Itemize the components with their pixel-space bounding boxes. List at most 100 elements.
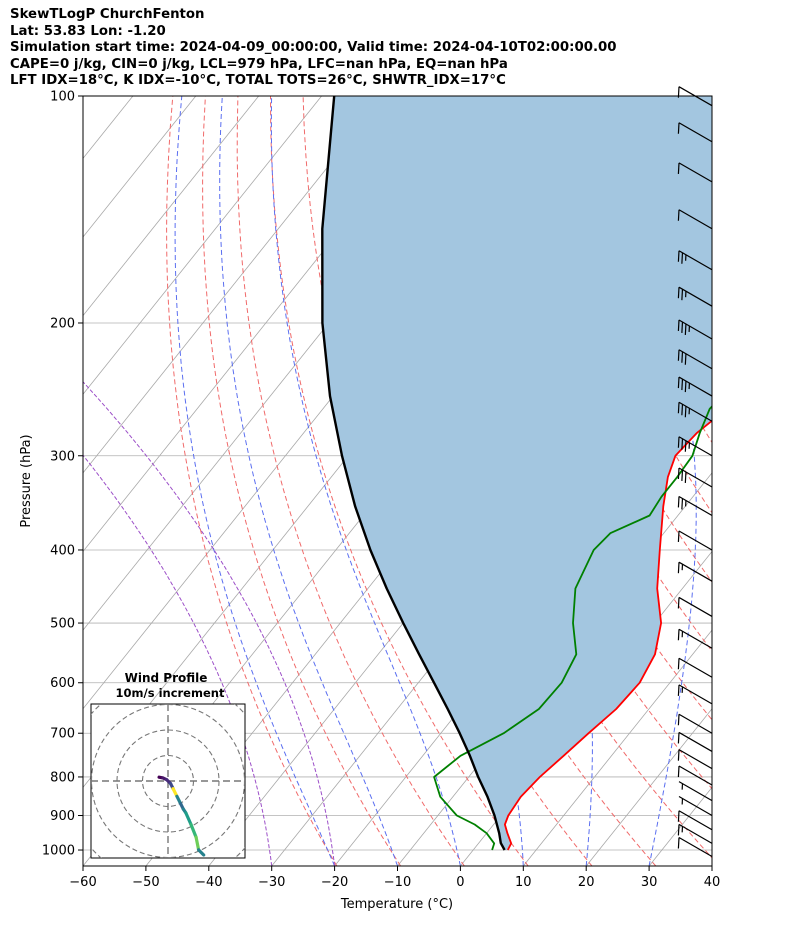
- dry-adiabat: [166, 96, 338, 866]
- isotherm: [0, 96, 7, 866]
- barb-staff: [678, 349, 713, 370]
- wind-barb: [677, 561, 713, 582]
- y-tick-label: 400: [50, 543, 75, 558]
- wind-barb: [677, 713, 713, 734]
- x-tick-label: −30: [258, 875, 285, 890]
- y-tick-label: 700: [50, 727, 75, 742]
- mixing-ratio-line: [83, 381, 336, 866]
- wind-barb: [677, 823, 713, 844]
- chart-title: SkewTLogP ChurchFenton Lat: 53.83 Lon: -…: [10, 7, 617, 90]
- x-axis-label: Temperature (°C): [340, 897, 453, 912]
- barb-staff: [678, 823, 713, 844]
- barb-full: [677, 436, 680, 448]
- x-tick-label: −20: [321, 875, 348, 890]
- isotherm: [775, 96, 794, 866]
- barb-full: [677, 496, 680, 508]
- dry-adiabat: [202, 96, 402, 866]
- wind-barb: [677, 209, 713, 230]
- barb-staff: [678, 209, 713, 230]
- x-tick-label: 10: [515, 875, 532, 890]
- barb-staff: [678, 436, 713, 457]
- barb-full: [681, 379, 684, 391]
- title-line: LFT IDX=18°C, K IDX=-10°C, TOTAL TOTS=26…: [10, 73, 506, 88]
- title-line: CAPE=0 j/kg, CIN=0 j/kg, LCL=979 hPa, LF…: [10, 56, 508, 72]
- wind-barb: [677, 657, 713, 678]
- moist-adiabat: [174, 96, 336, 866]
- x-tick-label: −40: [195, 875, 222, 890]
- y-tick-label: 200: [50, 316, 75, 331]
- wind-barb: [677, 731, 713, 752]
- barb-full: [677, 530, 680, 542]
- barb-staff: [678, 657, 713, 678]
- y-tick-label: 100: [50, 90, 75, 105]
- barb-full: [684, 353, 687, 365]
- barb-full: [681, 404, 684, 416]
- barb-full: [677, 162, 680, 174]
- barb-full: [681, 289, 684, 301]
- barb-staff: [678, 250, 713, 271]
- wind-barb: [677, 286, 713, 307]
- barb-full: [684, 381, 687, 393]
- title-line: SkewTLogP ChurchFenton: [10, 7, 205, 22]
- barb-full: [677, 766, 680, 778]
- barb-full: [677, 467, 680, 480]
- wind-barb: [677, 596, 713, 617]
- x-tick-label: −10: [384, 875, 411, 890]
- hodograph-trace: [194, 835, 201, 852]
- barb-full: [677, 377, 680, 389]
- hodograph-subtitle: 10m/s increment: [116, 686, 225, 700]
- y-axis-label: Pressure (hPa): [19, 434, 34, 527]
- barb-staff: [678, 286, 713, 307]
- dry-adiabat: [270, 96, 529, 866]
- barb-full: [684, 471, 687, 483]
- hodograph-trace: [184, 811, 193, 826]
- barb-full: [677, 209, 680, 221]
- hodograph-title: Wind Profile: [125, 671, 208, 685]
- wind-barb: [677, 765, 713, 786]
- barb-staff: [678, 530, 713, 551]
- barb-full: [684, 323, 687, 335]
- barb-full: [681, 469, 684, 481]
- x-tick-label: 20: [578, 875, 595, 890]
- wind-barb: [677, 319, 713, 340]
- barb-full: [677, 732, 680, 744]
- wind-barb: [678, 796, 713, 817]
- wind-barb: [677, 810, 713, 831]
- barb-staff: [678, 684, 713, 705]
- y-tick-label: 300: [50, 449, 75, 464]
- wind-barb: [677, 495, 713, 516]
- barb-full: [677, 319, 680, 331]
- y-tick-label: 900: [50, 809, 75, 824]
- barb-full: [684, 406, 687, 418]
- barb-staff: [678, 713, 713, 734]
- y-tick-label: 800: [50, 770, 75, 785]
- barb-staff: [678, 122, 713, 143]
- y-tick-label: 500: [50, 617, 75, 632]
- barb-full: [677, 562, 680, 574]
- temperature-line: [504, 419, 712, 851]
- barb-full: [677, 749, 680, 761]
- barb-full: [677, 349, 680, 361]
- y-tick-label: 1000: [42, 844, 75, 859]
- barb-staff: [678, 401, 713, 422]
- dewpoint-line: [433, 405, 712, 851]
- dry-adiabat: [727, 96, 794, 866]
- barb-staff: [678, 467, 713, 488]
- hodograph-inset: Wind Profile 10m/s increment: [90, 671, 246, 859]
- barb-staff: [678, 781, 713, 802]
- barb-full: [677, 250, 680, 262]
- barb-full: [677, 824, 680, 836]
- moist-adiabat: [711, 863, 712, 866]
- parcel-line: [321, 96, 506, 851]
- barb-full: [681, 351, 684, 363]
- barb-full: [681, 498, 684, 510]
- hodograph-trace: [197, 848, 206, 857]
- hodograph-plot: [91, 704, 245, 858]
- barb-staff: [678, 836, 713, 858]
- shaded-area: [322, 96, 712, 850]
- barb-full: [681, 321, 684, 333]
- wind-barb: [677, 836, 713, 858]
- barb-full: [677, 810, 680, 822]
- isotherm: [83, 96, 197, 238]
